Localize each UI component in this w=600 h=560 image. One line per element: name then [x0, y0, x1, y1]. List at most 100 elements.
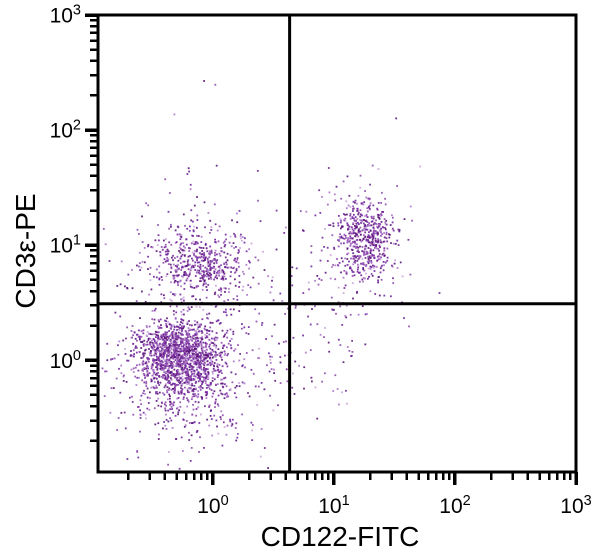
dot: [176, 325, 179, 328]
dot: [142, 392, 144, 395]
dot: [191, 259, 194, 262]
dot: [354, 241, 356, 244]
dot: [175, 331, 177, 334]
dot: [192, 408, 195, 411]
dot: [155, 391, 157, 393]
dot: [203, 364, 206, 367]
dot: [209, 266, 212, 269]
dot: [292, 372, 294, 375]
dot: [291, 284, 294, 287]
dot: [192, 230, 195, 233]
dot: [166, 391, 169, 394]
dot: [211, 330, 214, 333]
dot: [243, 241, 246, 244]
dot: [167, 389, 169, 391]
dot: [155, 372, 158, 375]
dot: [182, 338, 184, 340]
dot: [197, 401, 200, 404]
dot: [178, 467, 181, 470]
dot: [206, 332, 208, 334]
dot: [144, 300, 147, 303]
dot: [221, 271, 223, 274]
dot: [174, 414, 177, 417]
dot: [215, 320, 218, 323]
dot: [177, 384, 180, 386]
dot: [199, 323, 202, 326]
dot: [363, 249, 366, 252]
dot: [150, 380, 153, 383]
dot: [234, 348, 237, 351]
dot: [131, 287, 134, 290]
dot: [158, 359, 161, 362]
dot: [195, 394, 198, 397]
dot: [146, 387, 149, 390]
dot: [170, 299, 173, 302]
dot: [353, 213, 355, 216]
dot: [131, 395, 133, 398]
dot: [166, 362, 169, 365]
dot: [141, 341, 144, 343]
dot: [179, 363, 182, 366]
dot: [206, 364, 209, 366]
dot: [361, 246, 364, 248]
dot: [344, 217, 347, 220]
dot: [189, 285, 192, 288]
dot: [279, 356, 282, 358]
dot: [185, 330, 187, 333]
dot: [359, 174, 362, 177]
dot: [210, 418, 213, 420]
dot: [351, 340, 353, 342]
dot: [204, 391, 207, 394]
dot: [351, 351, 354, 353]
dot: [156, 392, 159, 395]
dot: [223, 377, 225, 380]
dot: [183, 339, 186, 342]
dot: [223, 426, 226, 428]
dot: [117, 344, 119, 347]
dot: [218, 269, 221, 272]
dot: [204, 257, 206, 260]
dot: [132, 371, 135, 373]
dot: [269, 291, 272, 294]
dot: [190, 328, 192, 331]
dot: [396, 185, 398, 187]
dot: [310, 265, 313, 268]
dot: [183, 425, 186, 428]
dot: [210, 359, 212, 362]
dot: [180, 285, 182, 288]
dot: [187, 400, 190, 403]
dot: [356, 224, 358, 227]
dot: [371, 274, 374, 277]
dot: [169, 305, 172, 308]
dot: [188, 380, 191, 383]
dot: [164, 331, 167, 334]
dot: [194, 269, 197, 271]
dot: [356, 246, 358, 249]
dot: [161, 360, 163, 363]
dot: [184, 342, 187, 344]
dot: [174, 376, 176, 379]
dot: [223, 335, 226, 337]
dot: [201, 276, 204, 279]
dot: [162, 335, 165, 338]
dot: [167, 346, 170, 349]
dot: [214, 268, 217, 271]
dot: [243, 382, 246, 385]
dot: [181, 318, 183, 321]
dot: [381, 233, 384, 236]
dot: [357, 221, 359, 224]
dot: [214, 406, 216, 408]
dot: [231, 381, 234, 384]
dot: [271, 279, 273, 282]
dot: [181, 313, 184, 316]
dot: [346, 213, 348, 216]
dot: [333, 248, 336, 250]
dot: [224, 383, 226, 386]
dot: [270, 368, 273, 370]
dot: [152, 386, 155, 389]
dot: [314, 305, 316, 308]
dot: [370, 261, 373, 264]
dot: [194, 298, 197, 301]
dot: [208, 269, 211, 272]
dot: [366, 313, 368, 315]
